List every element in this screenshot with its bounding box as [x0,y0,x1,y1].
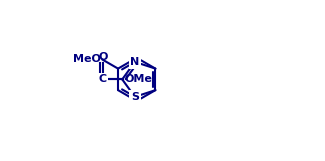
Text: C: C [99,74,107,84]
Text: MeO: MeO [73,54,101,64]
Text: O: O [98,52,108,62]
Text: OMe: OMe [124,74,152,84]
Text: N: N [130,57,139,67]
Text: S: S [131,92,139,102]
